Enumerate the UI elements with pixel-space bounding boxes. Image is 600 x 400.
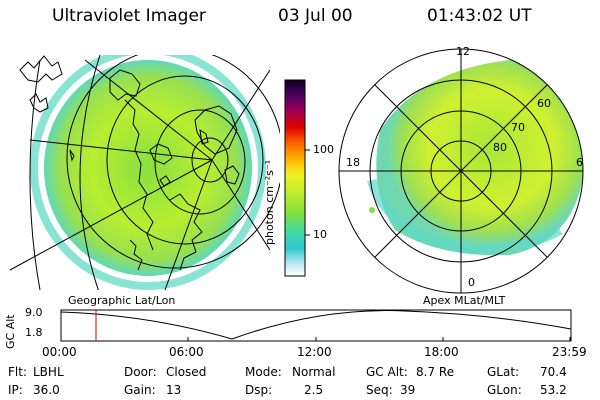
ip-value: 36.0 <box>33 383 60 397</box>
altitude-curve <box>60 310 572 340</box>
mlt-18-label: 18 <box>346 156 360 169</box>
instrument-title: Ultraviolet Imager <box>52 6 206 26</box>
seq-value: 39 <box>400 383 416 397</box>
door-label: Door: <box>124 365 157 379</box>
colorbar <box>284 79 310 277</box>
auroral-emission-left <box>44 60 252 276</box>
mlt-0-label: 0 <box>468 276 475 289</box>
seq-label: Seq: <box>366 383 393 397</box>
mode-value: Normal <box>292 365 336 379</box>
geographic-grid <box>10 55 280 290</box>
flt-label: Flt: <box>8 365 27 379</box>
xtick-0600: 06:00 <box>169 345 204 359</box>
auroral-oval-edge <box>367 178 563 254</box>
colorbar-tick-100: 100 <box>313 143 334 156</box>
mlat-80-label: 80 <box>493 141 507 154</box>
coastlines <box>19 55 240 271</box>
dsp-label: Dsp: <box>245 383 273 397</box>
gcalt-value: 8.7 Re <box>416 365 455 379</box>
door-value: Closed <box>166 365 207 379</box>
dsp-value: 2.5 <box>304 383 324 397</box>
glat-label: GLat: <box>487 365 520 379</box>
gain-label: Gain: <box>124 383 156 397</box>
mlat-60-label: 60 <box>537 97 551 110</box>
time-label: 01:43:02 UT <box>427 6 532 26</box>
altitude-axis-label: GC Alt <box>4 314 17 349</box>
mlt-6-label: 6 <box>576 156 583 169</box>
mlat-grid <box>338 48 584 294</box>
gcalt-label: GC Alt: <box>366 365 408 379</box>
auroral-oval <box>376 60 583 256</box>
glon-value: 53.2 <box>540 383 567 397</box>
gain-value: 13 <box>166 383 182 397</box>
altitude-plot <box>60 309 572 342</box>
mlt-12-label: 12 <box>456 45 470 58</box>
altitude-tick-bottom: 1.8 <box>25 326 43 339</box>
xtick-1200: 12:00 <box>297 345 332 359</box>
altitude-ticks <box>60 337 571 341</box>
geographic-panel-label: Geographic Lat/Lon <box>68 294 176 307</box>
glat-value: 70.4 <box>540 365 567 379</box>
mode-label: Mode: <box>245 365 282 379</box>
date-label: 03 Jul 00 <box>278 6 353 26</box>
glon-label: GLon: <box>487 383 522 397</box>
xtick-1800: 18:00 <box>424 345 459 359</box>
altitude-tick-top: 9.0 <box>25 306 43 319</box>
xtick-2359: 23:59 <box>552 345 587 359</box>
apex-panel-label: Apex MLat/MLT <box>423 294 506 307</box>
colorbar-tick-10: 10 <box>313 228 327 241</box>
ip-label: IP: <box>8 383 23 397</box>
flt-value: LBHL <box>33 365 64 379</box>
auroral-emission-left-outer <box>30 55 266 290</box>
xtick-0000: 00:00 <box>42 345 77 359</box>
mlat-70-label: 70 <box>511 121 525 134</box>
